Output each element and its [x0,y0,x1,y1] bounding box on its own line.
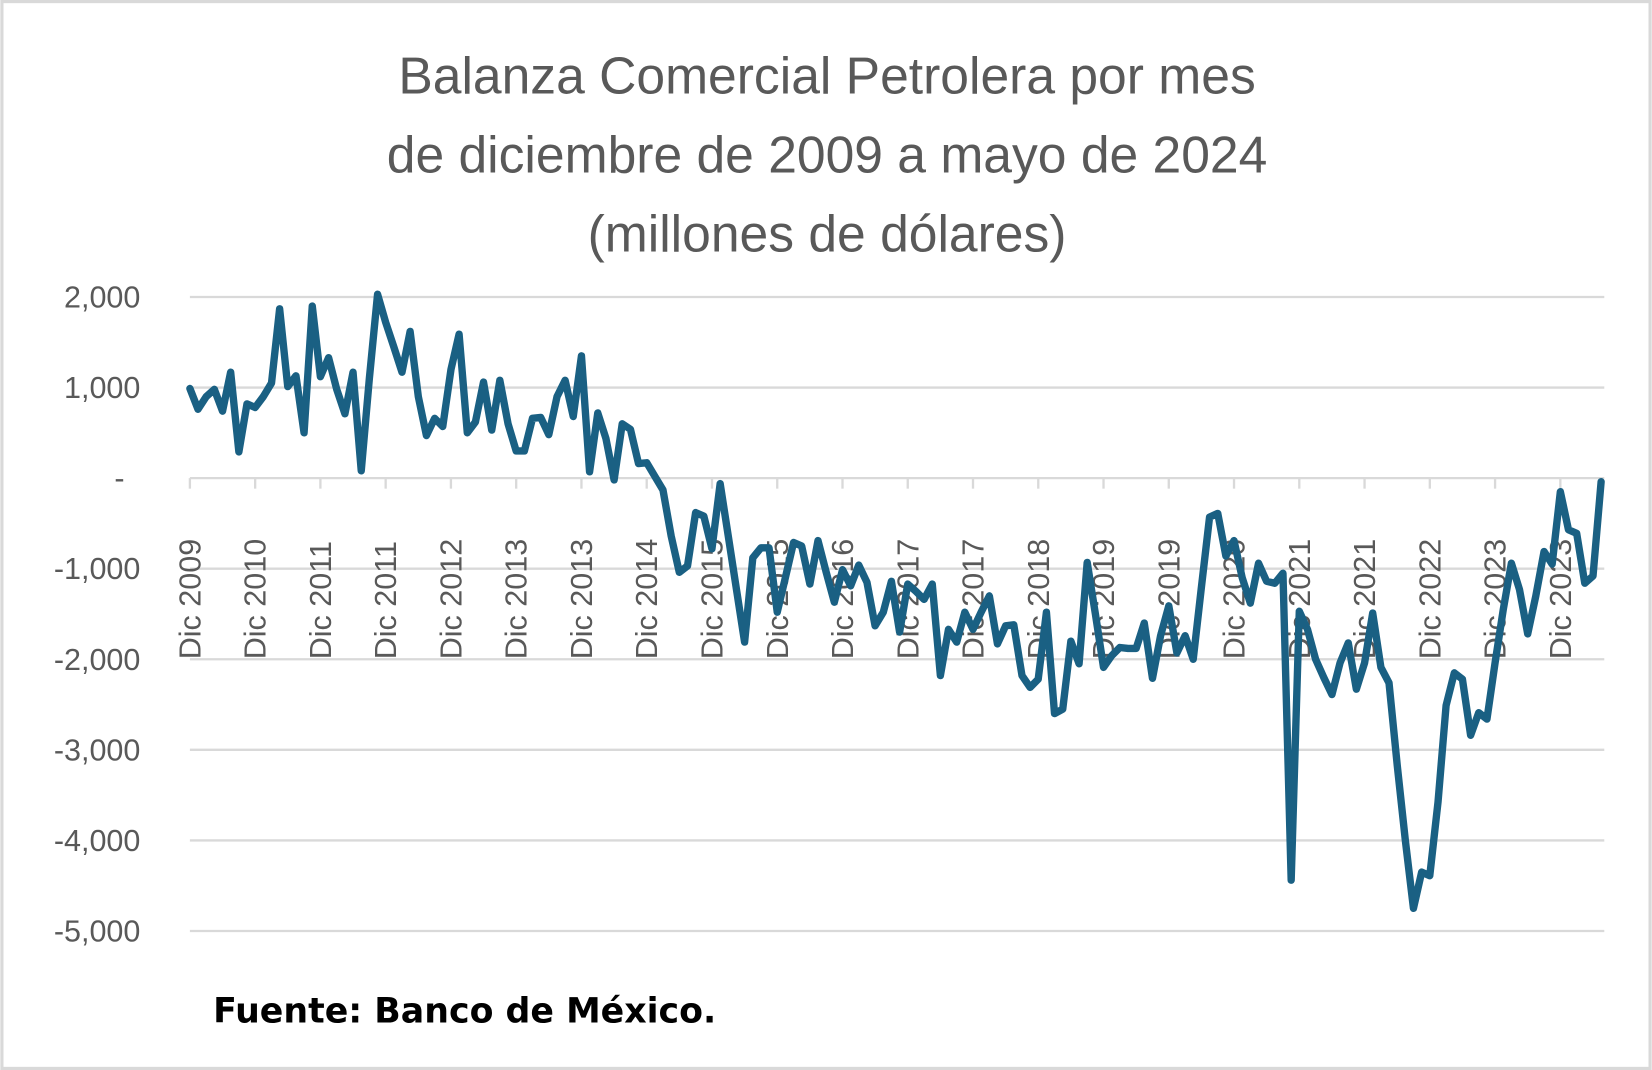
y-tick-label: -2,000 [54,643,141,677]
x-tick-label: Dic 2011 [369,541,403,659]
series-line-group [186,290,1605,913]
x-tick-label: Dic 2015 [695,539,729,660]
x-tick-label: Dic 2013 [500,539,534,660]
x-tick-label: Dic 2013 [565,539,599,660]
chart-title-line-1: Balanza Comercial Petrolera por mes [398,47,1255,105]
chart-title-line-2: de diciembre de 2009 a mayo de 2024 [387,126,1268,184]
y-tick-label: 2,000 [64,281,140,315]
x-tick-label: Dic 2010 [239,539,273,660]
y-tick-label: 1,000 [64,371,140,405]
x-axis: Dic 2009 Dic 2010 Dic 2011 Dic 2011 Dic 2012… [173,478,1578,660]
y-tick-label: -5,000 [54,915,141,949]
series-line [186,290,1605,913]
x-tick-label: Dic 2012 [434,539,468,660]
chart-title-line-3: (millones de dólares) [588,205,1067,263]
y-axis-tick-labels: 2,000 1,000 - -1,000 -2,000 -3,000 -4,000 -5,00… [54,281,141,949]
x-tick-label: Dic 2009 [173,539,207,660]
x-tick-label: Dic 2014 [630,539,664,660]
gridlines [189,295,1605,933]
x-tick-label: Dic 2011 [304,541,338,659]
y-tick-label: -4,000 [54,824,141,858]
y-tick-label: -3,000 [54,733,141,767]
x-tick-label: Dic 2022 [1413,539,1447,660]
y-tick-label: - [114,462,124,496]
source-note: Fuente: Banco de México. [213,992,716,1032]
y-tick-label: -1,000 [54,552,141,586]
